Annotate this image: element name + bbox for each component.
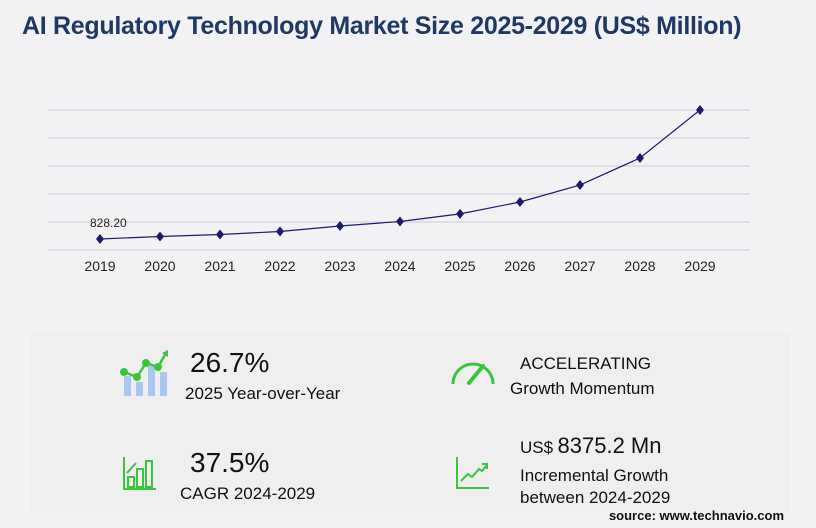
data-point: [336, 221, 344, 232]
data-label: 828.20: [90, 216, 127, 230]
source-text: source: www.technavio.com: [608, 508, 784, 523]
stats-panel: [30, 333, 790, 513]
x-tick-label: 2024: [384, 258, 415, 274]
data-point: [276, 226, 284, 237]
incremental-label-2: between 2024-2029: [520, 488, 671, 507]
x-tick-label: 2027: [564, 258, 595, 274]
data-point: [156, 231, 164, 242]
x-tick-label: 2020: [144, 258, 175, 274]
momentum-label: Growth Momentum: [510, 379, 655, 398]
chart-title: AI Regulatory Technology Market Size 202…: [22, 12, 742, 40]
line-growth-icon: [456, 457, 489, 489]
x-tick-label: 2026: [504, 258, 535, 274]
data-point: [636, 153, 644, 164]
momentum-value: ACCELERATING: [520, 354, 651, 373]
x-tick-label: 2021: [204, 258, 235, 274]
data-point: [396, 216, 404, 227]
x-tick-label: 2029: [684, 258, 715, 274]
cagr-value: 37.5%: [190, 447, 270, 478]
yoy-label: 2025 Year-over-Year: [185, 384, 341, 403]
data-point: [96, 233, 104, 244]
x-tick-label: 2019: [84, 258, 115, 274]
cagr-label: CAGR 2024-2029: [180, 484, 316, 503]
data-point: [216, 229, 224, 240]
bar-trend-icon: [120, 350, 168, 396]
incremental-amount: 8375.2 Mn: [557, 433, 662, 458]
currency-prefix: US$: [520, 438, 554, 457]
yoy-value: 26.7%: [190, 347, 270, 378]
incremental-value: US$ 8375.2 Mn: [520, 433, 662, 459]
speedometer-icon: [451, 362, 495, 385]
x-tick-label: 2022: [264, 258, 295, 274]
x-tick-label: 2028: [624, 258, 655, 274]
incremental-label-1: Incremental Growth: [520, 466, 669, 485]
x-tick-label: 2025: [444, 258, 475, 274]
data-point: [456, 208, 464, 219]
line-chart: 2019 828.20 2020 2021 2022 2023 2024 2025 2026 20…: [48, 105, 750, 274]
bar-chart-icon: [123, 457, 156, 490]
data-point: [696, 105, 704, 115]
data-point: [516, 197, 524, 208]
data-point: [576, 180, 584, 191]
x-tick-label: 2023: [324, 258, 355, 274]
